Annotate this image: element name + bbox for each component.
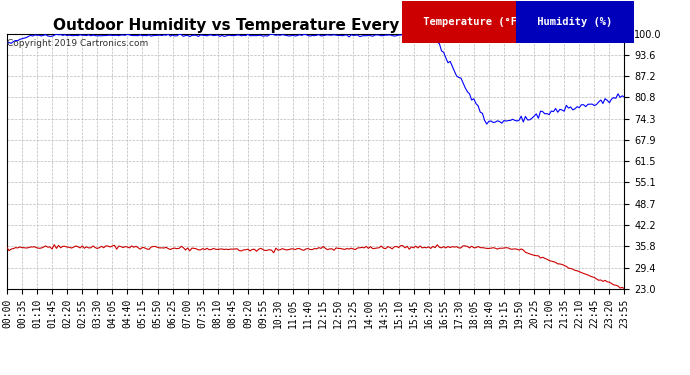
Text: Temperature (°F): Temperature (°F)	[417, 17, 530, 27]
Text: Humidity (%): Humidity (%)	[531, 17, 619, 27]
Title: Outdoor Humidity vs Temperature Every 5 Minutes 20191031: Outdoor Humidity vs Temperature Every 5 …	[52, 18, 579, 33]
Text: Copyright 2019 Cartronics.com: Copyright 2019 Cartronics.com	[7, 39, 148, 48]
